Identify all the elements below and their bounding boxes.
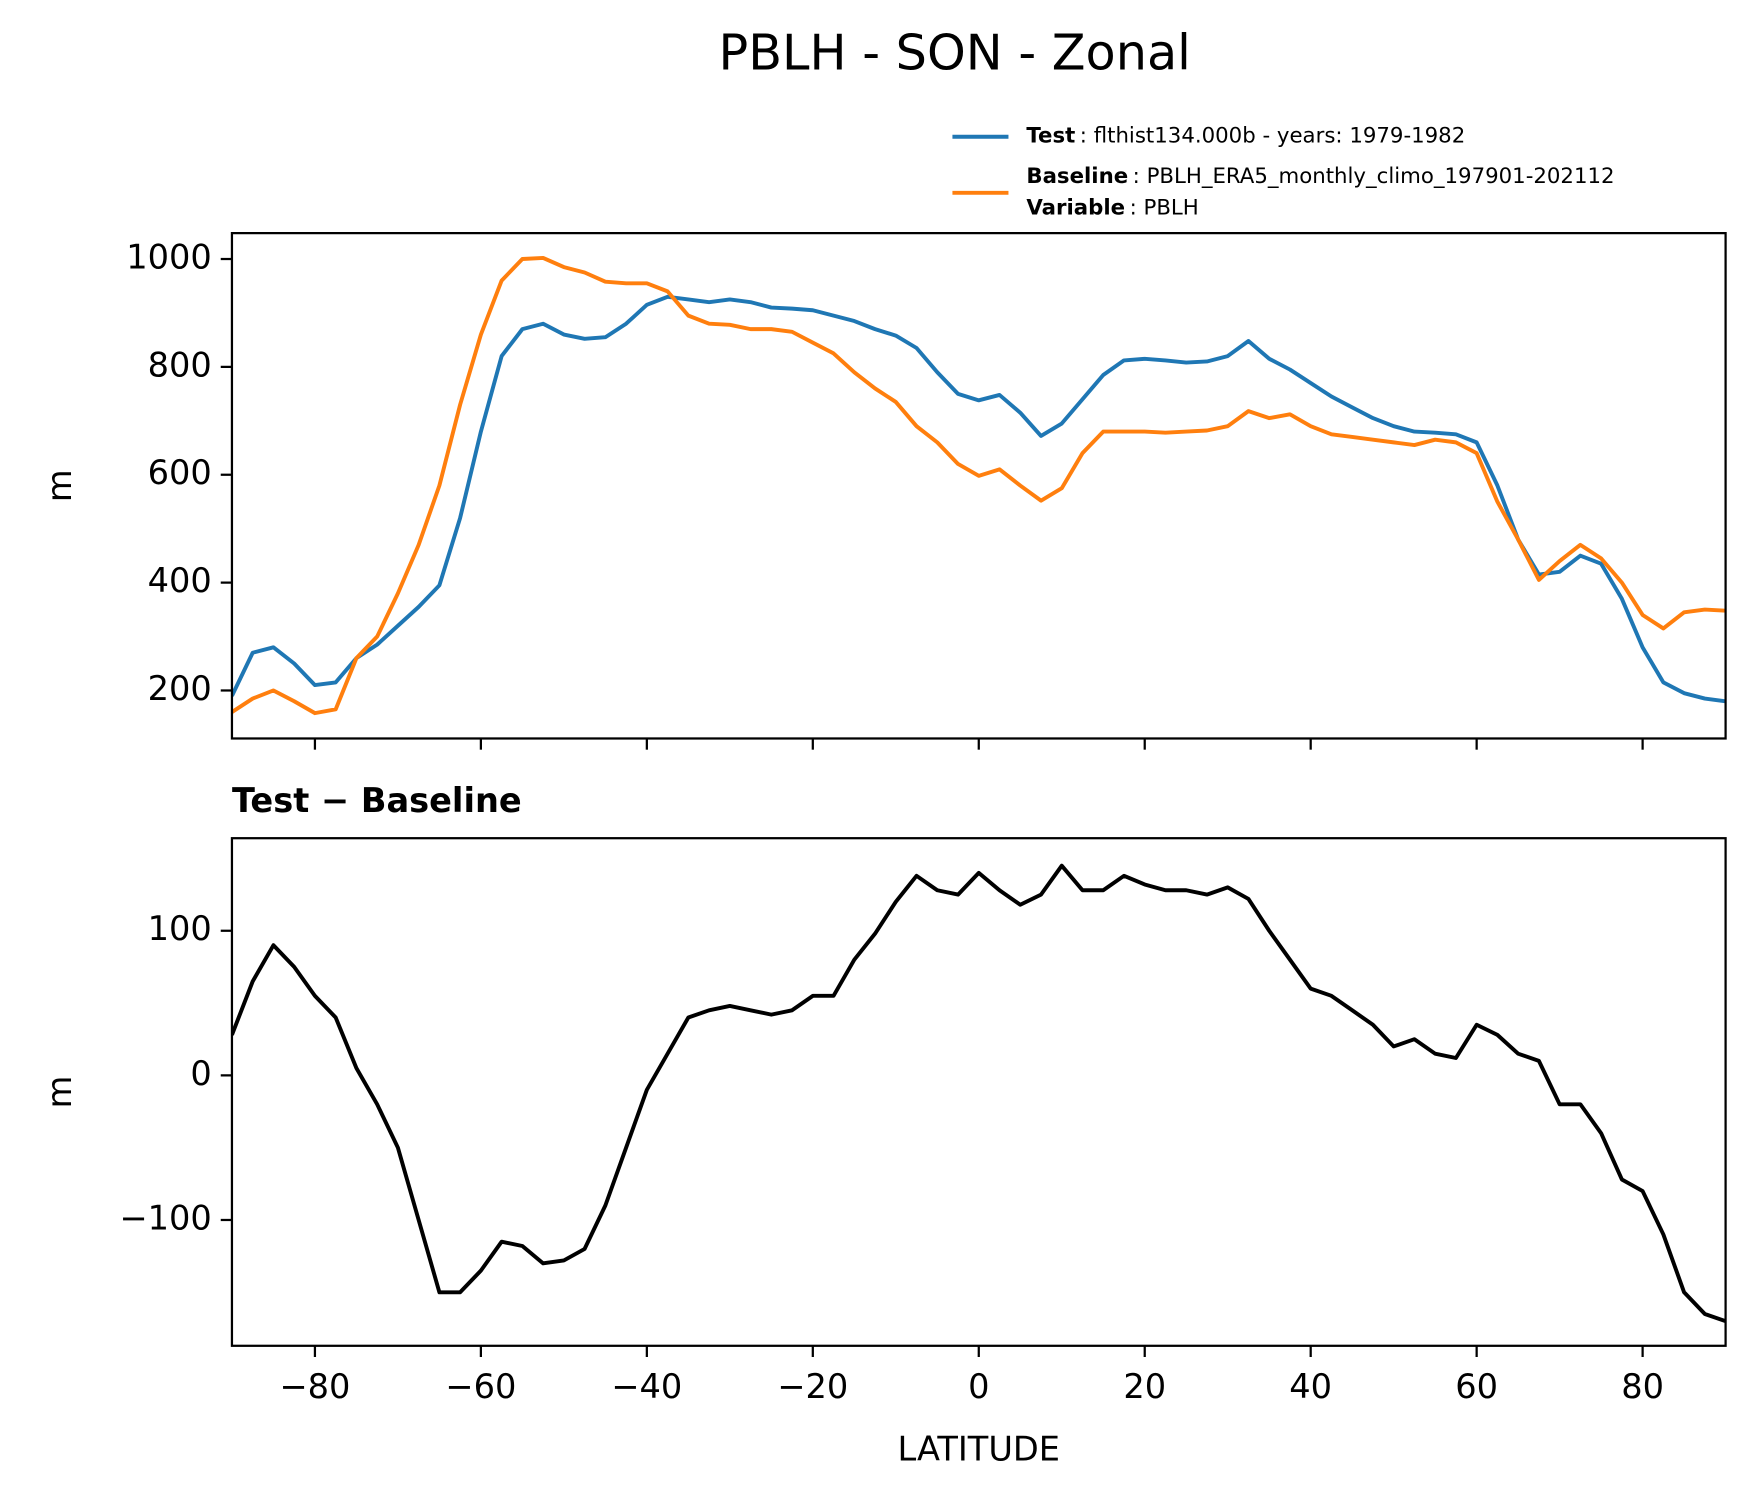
y-tick-label: 200 xyxy=(148,669,212,708)
y-axis-label: m xyxy=(40,469,79,502)
legend-description: : flthist134.000b - years: 1979-1982 xyxy=(1080,124,1465,149)
axes-frame xyxy=(230,232,1727,740)
y-tick-label: 400 xyxy=(148,561,212,600)
plot-area xyxy=(231,255,1726,716)
y-tick-label: 100 xyxy=(148,909,212,948)
data-line xyxy=(231,294,1726,704)
y-tick-label: −100 xyxy=(119,1198,211,1237)
legend-note: Variable: PBLH xyxy=(1026,195,1198,220)
x-tick-label: 80 xyxy=(1621,1367,1664,1406)
y-axis-label: m xyxy=(40,1076,79,1109)
panel-title: Test − Baseline xyxy=(232,781,522,820)
x-tick-label: −60 xyxy=(445,1367,516,1406)
y-tick-label: 0 xyxy=(190,1054,211,1093)
y-tick-label: 600 xyxy=(148,453,212,492)
legend-name: Baseline xyxy=(1026,164,1128,189)
plot-area xyxy=(231,863,1726,1324)
x-tick-label: −40 xyxy=(611,1367,682,1406)
data-line xyxy=(231,255,1726,716)
y-tick-label: 1000 xyxy=(126,238,212,277)
data-line xyxy=(231,863,1726,1324)
x-tick-label: −20 xyxy=(777,1367,848,1406)
legend-note-text: : PBLH xyxy=(1130,195,1199,220)
x-tick-label: 60 xyxy=(1455,1367,1498,1406)
legend-entry: Test: flthist134.000b - years: 1979-1982 xyxy=(1026,124,1465,149)
legend-entry: Baseline: PBLH_ERA5_monthly_climo_197901… xyxy=(1026,164,1614,189)
axes-frame xyxy=(230,837,1727,1347)
x-tick-label: 20 xyxy=(1123,1367,1166,1406)
x-tick-label: 0 xyxy=(968,1367,989,1406)
legend-note-name: Variable xyxy=(1026,195,1125,220)
x-tick-label: 40 xyxy=(1289,1367,1332,1406)
legend-name: Test xyxy=(1026,124,1075,149)
x-tick-label: −80 xyxy=(279,1367,350,1406)
legend-description: : PBLH_ERA5_monthly_climo_197901-202112 xyxy=(1133,164,1615,189)
y-tick-label: 800 xyxy=(148,345,212,384)
figure-title: PBLH - SON - Zonal xyxy=(718,24,1190,82)
x-axis-label: LATITUDE xyxy=(897,1430,1060,1469)
